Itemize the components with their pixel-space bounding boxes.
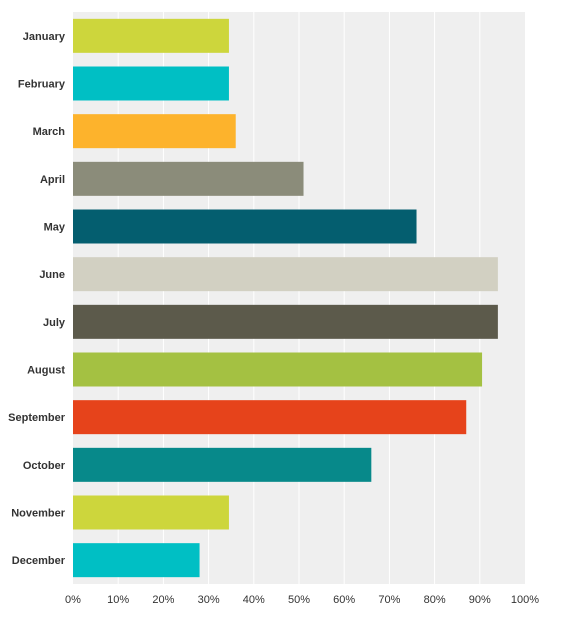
x-tick-label: 100% — [511, 594, 539, 606]
x-tick-label: 70% — [378, 594, 400, 606]
category-label-october: October — [23, 460, 66, 472]
category-label-may: May — [44, 222, 66, 234]
category-label-june: June — [39, 269, 65, 281]
bar-december — [73, 543, 200, 578]
x-tick-label: 10% — [107, 594, 129, 606]
category-label-december: December — [12, 555, 66, 567]
category-labels: January February March April May June July Augu… — [8, 31, 66, 567]
bar-november — [73, 495, 229, 530]
category-label-september: September — [8, 412, 66, 424]
x-tick-label: 60% — [333, 594, 355, 606]
bar-june — [73, 257, 498, 292]
bar-april — [73, 161, 304, 196]
x-tick-label: 40% — [243, 594, 265, 606]
x-tick-label: 50% — [288, 594, 310, 606]
bar-february — [73, 66, 229, 101]
gridlines — [117, 12, 481, 584]
category-label-november: November — [11, 508, 66, 520]
category-label-july: July — [43, 317, 66, 329]
x-tick-label: 30% — [198, 594, 220, 606]
x-tick-label: 0% — [65, 594, 81, 606]
category-label-february: February — [18, 79, 66, 91]
category-label-april: April — [40, 174, 65, 186]
bar-october — [73, 447, 372, 482]
bar-march — [73, 114, 236, 149]
x-tick-label: 90% — [469, 594, 491, 606]
bar-august — [73, 352, 483, 387]
category-label-august: August — [27, 365, 65, 377]
bars — [73, 18, 498, 578]
bar-may — [73, 209, 417, 244]
bar-january — [73, 18, 229, 53]
category-label-march: March — [33, 126, 66, 138]
x-axis-tick-labels: 0% 10% 20% 30% 40% 50% 60% 70% 80% 90% 100% — [65, 594, 539, 606]
category-label-january: January — [23, 31, 66, 43]
x-tick-label: 80% — [424, 594, 446, 606]
bar-july — [73, 304, 498, 339]
bar-september — [73, 400, 467, 435]
x-tick-label: 20% — [152, 594, 174, 606]
